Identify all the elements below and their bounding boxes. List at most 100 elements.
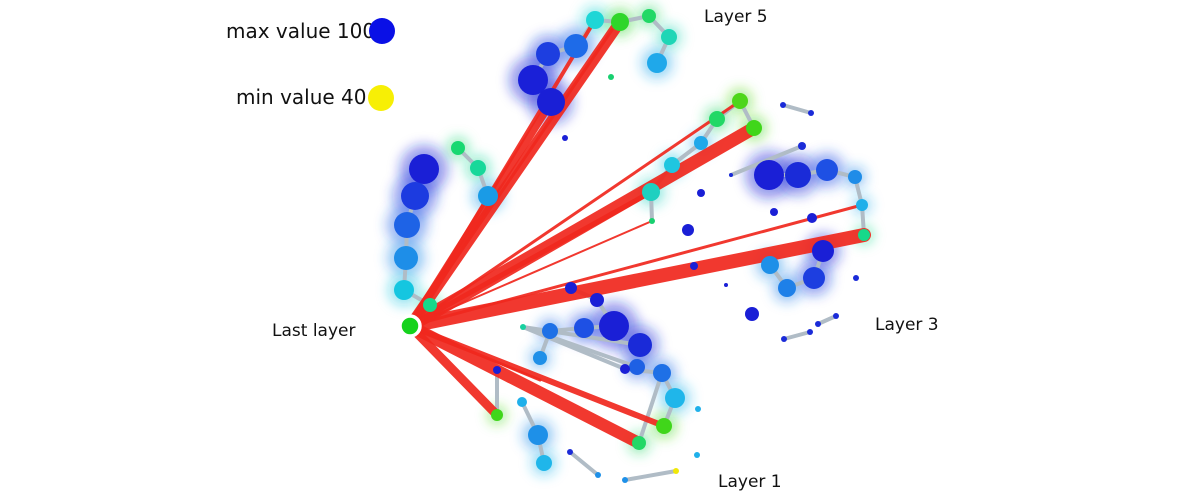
node — [564, 34, 588, 58]
node — [567, 449, 573, 455]
node — [729, 173, 733, 177]
chain-link — [782, 330, 812, 341]
node — [394, 246, 418, 270]
last-layer-node — [398, 314, 422, 338]
node — [807, 329, 813, 335]
legend-min-label: min value 40 — [236, 85, 367, 109]
node — [565, 282, 577, 294]
chain-link — [568, 450, 600, 477]
node — [697, 189, 705, 197]
node — [856, 199, 868, 211]
node — [781, 336, 787, 342]
label-layer-3: Layer 3 — [875, 315, 939, 335]
node — [517, 397, 527, 407]
node — [533, 351, 547, 365]
node — [858, 229, 870, 241]
node — [673, 468, 679, 474]
node — [665, 388, 685, 408]
node — [608, 74, 614, 80]
node — [401, 182, 429, 210]
red-edge — [404, 320, 645, 449]
legend-max-label: max value 100 — [226, 19, 375, 43]
red-edges — [403, 16, 871, 449]
node — [754, 160, 784, 190]
red-edge — [408, 324, 542, 382]
node — [562, 135, 568, 141]
node — [536, 455, 552, 471]
node — [451, 141, 465, 155]
node — [542, 323, 558, 339]
node — [470, 160, 486, 176]
label-layer-5: Layer 5 — [704, 7, 768, 27]
node — [695, 406, 701, 412]
node — [780, 102, 786, 108]
node — [664, 157, 680, 173]
node — [586, 11, 604, 29]
chain-link — [637, 371, 664, 445]
node — [491, 409, 503, 421]
legend-max-swatch — [369, 18, 395, 44]
node — [518, 65, 548, 95]
node — [423, 298, 437, 312]
node — [694, 136, 708, 150]
node — [629, 359, 645, 375]
node — [394, 212, 420, 238]
node — [815, 321, 821, 327]
node — [807, 213, 817, 223]
node — [746, 120, 762, 136]
chain-link — [816, 314, 838, 326]
node — [803, 267, 825, 289]
node — [745, 307, 759, 321]
nodes — [394, 9, 870, 483]
node — [642, 183, 660, 201]
node — [632, 436, 646, 450]
node — [656, 418, 672, 434]
node — [808, 110, 814, 116]
node — [394, 280, 414, 300]
node — [709, 111, 725, 127]
node — [590, 293, 604, 307]
node — [661, 29, 677, 45]
node — [628, 333, 652, 357]
node — [622, 477, 628, 483]
node — [853, 275, 859, 281]
red-edge — [407, 189, 654, 329]
node — [537, 88, 565, 116]
red-edge — [408, 28, 614, 328]
node — [812, 240, 834, 262]
node — [595, 472, 601, 478]
node — [647, 53, 667, 73]
legend-min-swatch — [368, 85, 394, 111]
node — [785, 162, 811, 188]
red-edge — [405, 321, 502, 420]
node — [528, 425, 548, 445]
red-edge — [408, 99, 742, 328]
node — [520, 324, 526, 330]
node — [848, 170, 862, 184]
node — [732, 93, 748, 109]
label-layer-1: Layer 1 — [718, 472, 782, 492]
node — [478, 186, 498, 206]
chain-link — [521, 325, 627, 371]
node — [816, 159, 838, 181]
red-edge — [408, 203, 864, 328]
node — [770, 208, 778, 216]
red-edge — [409, 220, 653, 327]
node — [761, 256, 779, 274]
node — [694, 452, 700, 458]
node — [536, 42, 560, 66]
node — [599, 311, 629, 341]
node — [611, 13, 629, 31]
node — [682, 224, 694, 236]
node — [724, 283, 728, 287]
red-edge — [406, 98, 555, 330]
node — [493, 366, 501, 374]
chain-link — [623, 469, 678, 482]
node — [833, 313, 839, 319]
node — [642, 9, 656, 23]
node — [620, 364, 630, 374]
node — [574, 318, 594, 338]
label-last-layer: Last layer — [272, 321, 355, 341]
chain-link — [781, 103, 813, 115]
